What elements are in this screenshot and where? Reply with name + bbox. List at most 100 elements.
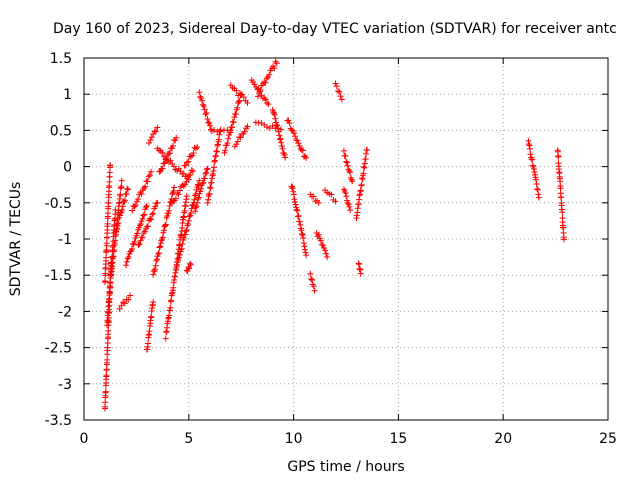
data-point	[560, 236, 567, 243]
data-point	[342, 152, 349, 159]
data-point	[241, 128, 248, 135]
data-point	[344, 199, 351, 206]
data-point	[148, 216, 155, 223]
data-point	[117, 209, 124, 216]
data-point	[360, 170, 367, 177]
data-point	[530, 165, 537, 172]
data-point	[201, 175, 208, 182]
data-point	[262, 79, 269, 86]
data-series-s37	[332, 80, 345, 103]
data-point	[273, 121, 280, 128]
data-point	[194, 181, 201, 188]
y-tick-label: 0.5	[50, 123, 72, 139]
data-point	[214, 128, 221, 135]
data-point	[274, 125, 281, 132]
data-point	[180, 182, 187, 189]
data-point	[156, 244, 163, 251]
data-series-s36	[322, 187, 339, 205]
data-point	[105, 308, 112, 315]
data-point	[299, 147, 306, 154]
data-point	[229, 124, 236, 131]
data-point	[102, 388, 109, 395]
data-point	[310, 283, 317, 290]
data-point	[150, 271, 157, 278]
data-point	[244, 99, 251, 106]
data-point	[145, 140, 152, 147]
data-series-s25	[227, 82, 251, 106]
data-point	[166, 207, 173, 214]
data-series-s7	[122, 202, 150, 269]
data-series-s27	[248, 77, 272, 108]
data-point	[533, 181, 540, 188]
data-point	[240, 94, 247, 101]
data-point	[362, 156, 369, 163]
data-series-s6	[116, 292, 134, 312]
data-point	[113, 225, 120, 232]
data-point	[148, 168, 155, 175]
data-point	[192, 145, 199, 152]
data-point	[179, 182, 186, 189]
data-point	[172, 195, 179, 202]
data-point	[300, 235, 307, 242]
data-point	[154, 199, 161, 206]
data-point	[183, 178, 190, 185]
data-point	[289, 183, 296, 190]
data-series-s40	[353, 146, 370, 222]
data-point	[292, 201, 299, 208]
data-point	[192, 208, 199, 215]
data-point	[161, 160, 168, 167]
data-point	[199, 101, 206, 108]
data-point	[347, 207, 354, 214]
data-point	[119, 203, 126, 210]
y-axis-title: SDTVAR / TECUs	[8, 182, 24, 297]
data-point	[555, 153, 562, 160]
data-point	[150, 299, 157, 306]
data-series-s35	[313, 229, 331, 260]
data-point	[332, 198, 339, 205]
x-tick-label: 5	[184, 431, 193, 447]
data-point	[525, 141, 532, 148]
data-point	[266, 71, 273, 78]
data-point	[278, 143, 285, 150]
data-point	[309, 277, 316, 284]
data-series-s11	[145, 124, 161, 147]
data-point	[207, 185, 214, 192]
data-point	[178, 245, 185, 252]
data-series-s41	[355, 260, 364, 277]
data-point	[103, 240, 110, 247]
data-point	[187, 210, 194, 217]
data-point	[277, 135, 284, 142]
data-point	[205, 119, 212, 126]
data-point	[158, 237, 165, 244]
data-point	[102, 278, 109, 285]
data-point	[194, 199, 201, 206]
data-point	[132, 202, 139, 209]
data-point	[157, 240, 164, 247]
data-point	[263, 75, 270, 82]
data-point	[256, 89, 263, 96]
y-tick-labels: -3.5 -3 -2.5 -2 -1.5 -1 -0.5 0 0.5 1 1.5	[45, 51, 72, 429]
data-point	[197, 93, 204, 100]
data-point	[129, 246, 136, 253]
data-point	[191, 144, 198, 151]
data-point	[150, 210, 157, 217]
data-point	[136, 222, 143, 229]
data-point	[332, 80, 339, 87]
data-point	[171, 184, 178, 191]
data-point	[116, 305, 123, 312]
data-point	[310, 193, 317, 200]
data-point	[131, 238, 138, 245]
x-tick-label: 15	[389, 431, 407, 447]
data-point	[349, 178, 356, 185]
data-point	[183, 227, 190, 234]
x-tick-label: 20	[494, 431, 512, 447]
y-tick-label: -3	[58, 377, 72, 393]
data-point	[187, 171, 194, 178]
data-point	[303, 154, 310, 161]
data-point	[230, 119, 237, 126]
data-point	[533, 176, 540, 183]
data-series-s8	[129, 168, 155, 214]
data-point	[119, 206, 126, 213]
data-point	[282, 154, 289, 161]
data-point	[180, 234, 187, 241]
